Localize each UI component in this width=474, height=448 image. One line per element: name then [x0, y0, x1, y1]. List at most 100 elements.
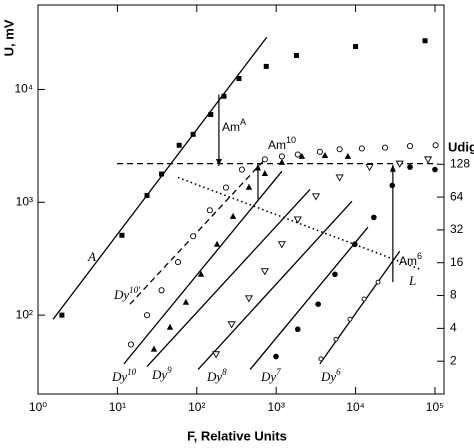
point: [158, 287, 165, 294]
annotation-text: Am: [222, 120, 240, 134]
y2-tick-label: 16: [450, 255, 464, 269]
y-tick-label: 10⁴: [14, 82, 33, 96]
point: [422, 38, 428, 44]
y2-tick-label: 32: [450, 222, 464, 236]
point: [261, 156, 268, 163]
x-tick-label: 10⁵: [426, 400, 444, 414]
annotation-sup: 9: [167, 365, 172, 375]
point: [245, 183, 253, 190]
annotation: A: [87, 249, 96, 264]
annotation: Am6: [399, 251, 422, 268]
fit-line: [249, 226, 369, 370]
annotation-sup: 7: [276, 367, 281, 377]
point: [174, 259, 182, 266]
point: [260, 268, 269, 276]
point: [278, 153, 285, 160]
point: [371, 214, 377, 221]
annotation-text: Dy: [206, 369, 222, 384]
point: [311, 193, 321, 201]
point: [213, 240, 221, 247]
annotation: Dy6: [320, 367, 341, 384]
point: [144, 192, 150, 198]
point: [278, 158, 286, 165]
point: [424, 156, 433, 164]
annotation-sup: 10': [129, 285, 141, 295]
fit-line: [197, 200, 353, 370]
annotation-text: A: [87, 249, 96, 264]
annotation: Dy10: [111, 367, 137, 384]
point: [143, 312, 151, 319]
y2-tick-label: 4: [450, 321, 457, 335]
annotation-sup: 6: [417, 251, 422, 261]
point: [321, 151, 329, 158]
annotation-sup: 10: [127, 367, 137, 377]
y-tick-label: 10³: [16, 194, 33, 208]
point: [208, 111, 214, 117]
annotation: L: [408, 273, 416, 288]
point: [190, 131, 196, 137]
point: [227, 321, 236, 329]
y2-tick-label: 8: [450, 288, 457, 302]
point: [352, 241, 358, 248]
annotation-text: Dy: [113, 287, 129, 302]
point: [197, 270, 205, 277]
annotation-text: Am: [268, 138, 286, 152]
point: [273, 353, 279, 360]
point: [294, 151, 301, 158]
point: [432, 142, 439, 149]
annotation: Am10: [268, 135, 296, 152]
point: [407, 164, 413, 170]
annotation: Dy8: [206, 367, 227, 384]
point: [316, 148, 323, 155]
point: [361, 296, 367, 302]
point: [261, 169, 269, 176]
y-axis-label: U, mV: [1, 19, 16, 56]
annotation-text: Dy: [320, 369, 336, 384]
x-tick-label: 10¹: [109, 400, 126, 414]
point: [150, 345, 158, 352]
annotation-text: Dy: [111, 369, 127, 384]
annotation-text: L: [408, 273, 416, 288]
annotation-sup: 8: [222, 367, 227, 377]
annotation-sup: 10: [286, 135, 296, 145]
point: [244, 295, 254, 303]
point: [315, 301, 321, 307]
point: [333, 336, 339, 342]
point: [347, 316, 353, 322]
x-tick-label: 10⁴: [346, 400, 365, 414]
point: [221, 93, 227, 99]
x-tick-label: 10⁰: [29, 400, 47, 414]
point: [176, 142, 182, 148]
fit-line: [319, 250, 401, 365]
point: [318, 356, 324, 362]
point: [59, 312, 65, 318]
plot-frame: [37, 4, 445, 395]
point: [293, 52, 299, 58]
point: [238, 166, 245, 173]
fit-line: [52, 36, 268, 320]
point: [344, 152, 352, 159]
point: [332, 271, 338, 278]
point: [375, 279, 381, 285]
point: [395, 160, 404, 168]
point: [212, 351, 221, 359]
x-axis-label: F, Relative Units: [187, 428, 287, 443]
point: [293, 216, 302, 224]
annotation: Dy7: [260, 367, 281, 384]
y2-axis-label: Udig: [448, 139, 474, 154]
point: [432, 166, 438, 173]
annotation-sup: 6: [336, 367, 341, 377]
y2-tick-label: 128: [450, 156, 470, 170]
x-tick-label: 10²: [188, 400, 205, 414]
point: [381, 144, 389, 151]
point: [159, 171, 165, 177]
point: [127, 341, 134, 348]
point: [353, 44, 359, 50]
annotation-text: Am: [399, 254, 417, 268]
point: [406, 142, 414, 150]
fit-line: [177, 176, 421, 270]
point: [236, 75, 242, 81]
point: [119, 232, 125, 238]
point: [277, 241, 286, 249]
